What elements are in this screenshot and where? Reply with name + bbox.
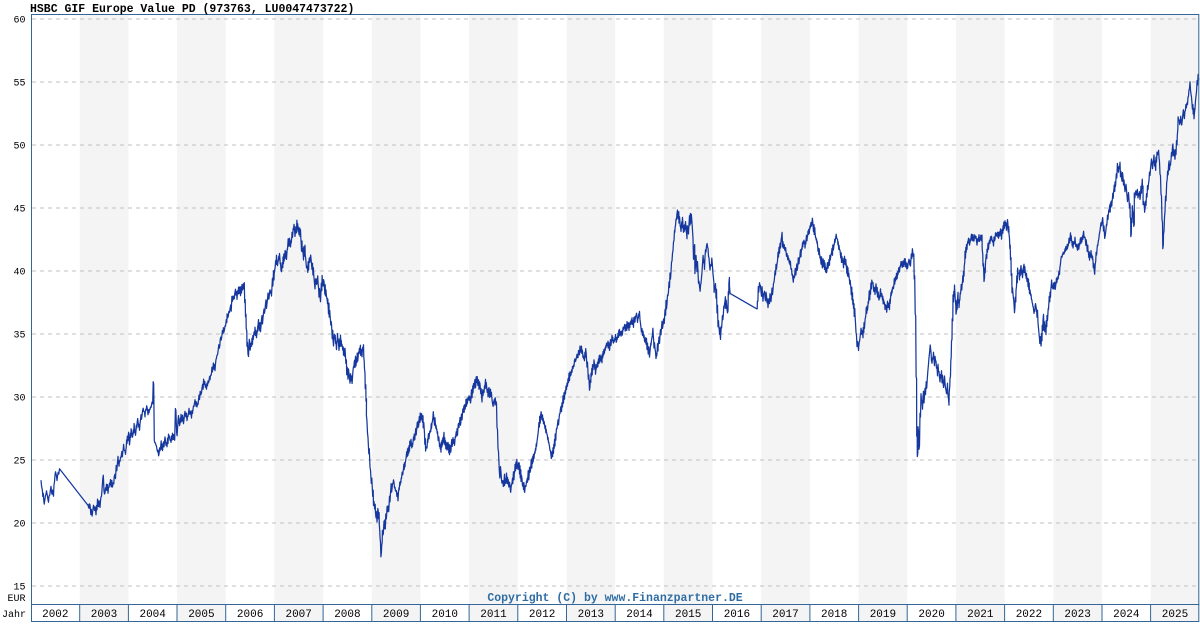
svg-text:2025: 2025 xyxy=(1162,609,1188,621)
svg-text:2018: 2018 xyxy=(821,609,847,621)
svg-text:2006: 2006 xyxy=(237,609,263,621)
svg-text:25: 25 xyxy=(13,457,25,468)
svg-text:Copyright (C) by www.Finanzpar: Copyright (C) by www.Finanzpartner.DE xyxy=(487,592,742,605)
svg-text:EUR: EUR xyxy=(7,594,25,605)
svg-text:2016: 2016 xyxy=(724,609,750,621)
svg-text:20: 20 xyxy=(13,520,25,531)
svg-text:30: 30 xyxy=(13,394,25,405)
svg-text:2022: 2022 xyxy=(1016,609,1042,621)
svg-text:2017: 2017 xyxy=(772,609,798,621)
svg-text:2023: 2023 xyxy=(1064,609,1090,621)
svg-text:2024: 2024 xyxy=(1113,609,1140,621)
svg-text:40: 40 xyxy=(13,268,25,279)
svg-text:15: 15 xyxy=(13,583,25,594)
svg-text:45: 45 xyxy=(13,205,25,216)
svg-text:2010: 2010 xyxy=(432,609,458,621)
svg-text:2007: 2007 xyxy=(285,609,311,621)
svg-text:60: 60 xyxy=(13,16,25,27)
svg-text:HSBC GIF Europe Value PD (9737: HSBC GIF Europe Value PD (973763, LU0047… xyxy=(30,3,354,16)
svg-text:2003: 2003 xyxy=(91,609,117,621)
svg-text:2009: 2009 xyxy=(383,609,409,621)
svg-text:2008: 2008 xyxy=(334,609,360,621)
svg-text:2021: 2021 xyxy=(967,609,994,621)
svg-text:2019: 2019 xyxy=(870,609,896,621)
svg-text:2012: 2012 xyxy=(529,609,555,621)
svg-text:2011: 2011 xyxy=(480,609,507,621)
svg-text:2014: 2014 xyxy=(626,609,653,621)
svg-text:2005: 2005 xyxy=(188,609,214,621)
svg-text:2013: 2013 xyxy=(578,609,604,621)
svg-text:55: 55 xyxy=(13,79,25,90)
svg-text:Jahr: Jahr xyxy=(2,609,26,621)
svg-text:2015: 2015 xyxy=(675,609,701,621)
svg-text:50: 50 xyxy=(13,142,25,153)
svg-text:2004: 2004 xyxy=(139,609,166,621)
svg-text:35: 35 xyxy=(13,331,25,342)
svg-text:2020: 2020 xyxy=(918,609,944,621)
svg-text:2002: 2002 xyxy=(42,609,68,621)
